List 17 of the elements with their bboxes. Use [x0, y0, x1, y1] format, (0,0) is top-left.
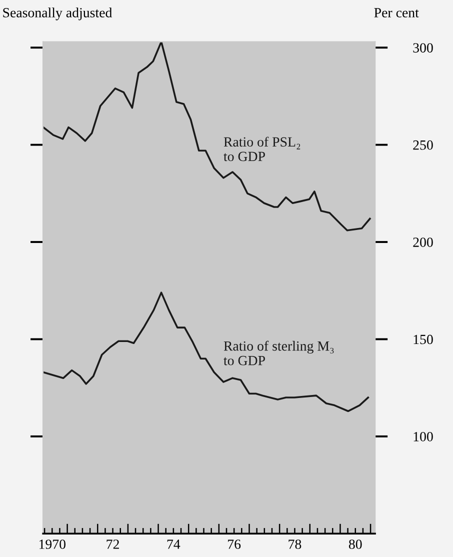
y-tick-label: 100 — [414, 432, 433, 442]
chart-subtitle: Seasonally adjusted — [3, 8, 112, 20]
series-label: Ratio of sterling M₃ to GDP — [224, 340, 334, 366]
series-label: Ratio of PSL₂ to GDP — [224, 136, 300, 162]
x-tick-label: 74 — [167, 540, 180, 549]
x-tick-label: 72 — [106, 540, 119, 549]
line-series — [43, 42, 371, 232]
y-tick-label: 250 — [413, 140, 433, 150]
y-tick-label: 300 — [413, 43, 433, 53]
x-tick-label: 80 — [348, 540, 362, 549]
y-tick-label: 200 — [413, 238, 433, 247]
x-tick-label: 1970 — [39, 540, 66, 549]
x-tick-label: 76 — [228, 540, 241, 549]
y-axis-title: Per cent — [374, 8, 419, 18]
line-series — [43, 292, 370, 412]
y-tick-label: 150 — [414, 334, 433, 344]
x-tick-label: 78 — [288, 540, 302, 549]
